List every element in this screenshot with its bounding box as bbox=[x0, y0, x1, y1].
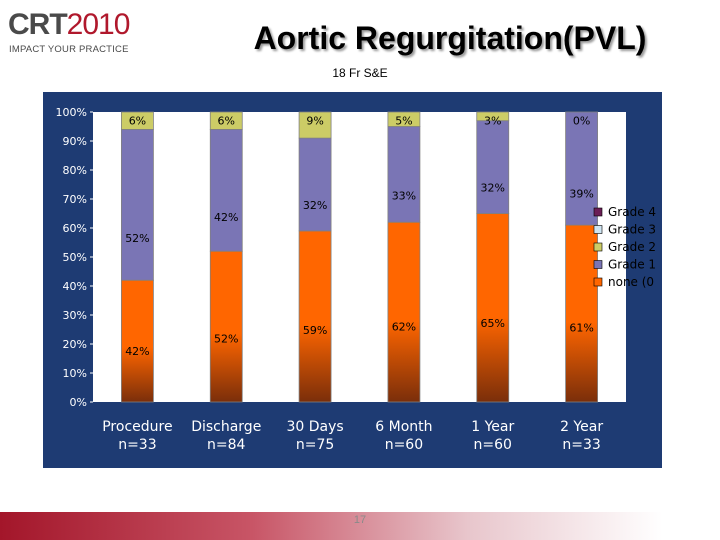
plot-area bbox=[93, 112, 626, 402]
y-tick-label: 40% bbox=[63, 280, 87, 293]
logo-crt-text: CRT bbox=[8, 8, 68, 41]
y-tick-label: 10% bbox=[63, 367, 87, 380]
data-label: 32% bbox=[303, 199, 327, 212]
data-label: 42% bbox=[125, 345, 149, 358]
bar-segment bbox=[298, 111, 332, 139]
bar-segment bbox=[121, 279, 154, 403]
bar-segment bbox=[298, 137, 332, 232]
data-label: 6% bbox=[218, 115, 235, 128]
category-label: n=33 bbox=[118, 437, 156, 453]
y-tick-label: 0% bbox=[70, 396, 87, 409]
legend-entry: none (0 bbox=[608, 275, 654, 289]
category-label: 1 Year bbox=[471, 419, 514, 435]
bar-segment bbox=[121, 129, 154, 281]
y-tick-label: 90% bbox=[63, 135, 87, 148]
bar-segment bbox=[565, 111, 598, 226]
bar-segment bbox=[387, 111, 421, 127]
y-tick-label: 80% bbox=[63, 164, 87, 177]
bar-segment bbox=[387, 221, 421, 403]
category-label: n=60 bbox=[474, 437, 512, 453]
data-label: 39% bbox=[569, 187, 593, 200]
data-label: 65% bbox=[481, 317, 505, 330]
logo-year-text: 2010 bbox=[66, 8, 131, 41]
data-label: 0% bbox=[573, 115, 590, 128]
bar-segment bbox=[121, 111, 154, 130]
y-tick-label: 100% bbox=[56, 106, 87, 119]
data-label: 32% bbox=[481, 182, 505, 195]
y-tick-label: 30% bbox=[63, 309, 87, 322]
y-tick-label: 70% bbox=[63, 193, 87, 206]
bar-segment bbox=[209, 250, 243, 403]
y-tick-label: 60% bbox=[63, 222, 87, 235]
category-label: 2 Year bbox=[560, 419, 603, 435]
data-label: 59% bbox=[303, 324, 327, 337]
bar-segment bbox=[476, 111, 510, 122]
bar-segment bbox=[476, 213, 510, 403]
category-label: n=60 bbox=[385, 437, 423, 453]
slide-title: Aortic Regurgitation(PVL) bbox=[253, 20, 647, 56]
bar-segment bbox=[209, 111, 243, 130]
bar-segment bbox=[298, 230, 332, 403]
data-label: 5% bbox=[395, 115, 412, 128]
category-label: 30 Days bbox=[286, 419, 343, 435]
category-label: n=75 bbox=[296, 437, 334, 453]
logo-wordmark: CRT2010 bbox=[8, 8, 131, 42]
legend-swatch bbox=[593, 242, 603, 252]
y-tick-label: 50% bbox=[63, 251, 87, 264]
legend-entry: Grade 2 bbox=[608, 240, 656, 254]
category-label: Procedure bbox=[102, 419, 172, 435]
bar-segment bbox=[476, 120, 510, 214]
logo-tagline: IMPACT YOUR PRACTICE bbox=[9, 44, 129, 55]
data-label: 33% bbox=[392, 189, 416, 202]
footer-bar bbox=[0, 512, 720, 540]
legend-entry: Grade 1 bbox=[608, 258, 656, 272]
legend-entry: Grade 4 bbox=[608, 205, 656, 219]
stacked-bar-chart: 0% 10% 20% 30% 40% 50% 60% 70% 80% 90% 100% 42% 52%… bbox=[43, 92, 662, 468]
data-label: 3% bbox=[484, 115, 501, 128]
legend-swatch bbox=[593, 260, 603, 269]
data-label: 52% bbox=[214, 333, 238, 346]
data-label: 42% bbox=[214, 211, 238, 224]
category-label: 6 Month bbox=[375, 419, 432, 435]
chart-svg: 0% 10% 20% 30% 40% 50% 60% 70% 80% 90% 100% 42% 52%… bbox=[43, 92, 662, 468]
data-label: 61% bbox=[569, 322, 593, 335]
bar-segment bbox=[387, 126, 421, 223]
legend-swatch bbox=[593, 277, 603, 287]
bar-segment bbox=[565, 224, 598, 403]
legend-entry: Grade 3 bbox=[608, 223, 656, 237]
page-number: 17 bbox=[353, 514, 367, 526]
category-label: n=84 bbox=[207, 437, 246, 453]
legend-swatch bbox=[593, 225, 603, 234]
bar-segment bbox=[209, 129, 243, 252]
category-label: n=33 bbox=[562, 437, 600, 453]
crt-2010-logo: CRT2010 IMPACT YOUR PRACTICE bbox=[8, 8, 168, 58]
y-tick-label: 20% bbox=[63, 338, 87, 351]
data-label: 9% bbox=[306, 115, 323, 128]
data-label: 6% bbox=[129, 115, 146, 128]
legend-swatch bbox=[593, 207, 603, 217]
slide-subtitle: 18 Fr S&E bbox=[332, 66, 388, 80]
category-label: Discharge bbox=[191, 419, 261, 435]
data-label: 52% bbox=[125, 232, 149, 245]
data-label: 62% bbox=[392, 320, 416, 333]
